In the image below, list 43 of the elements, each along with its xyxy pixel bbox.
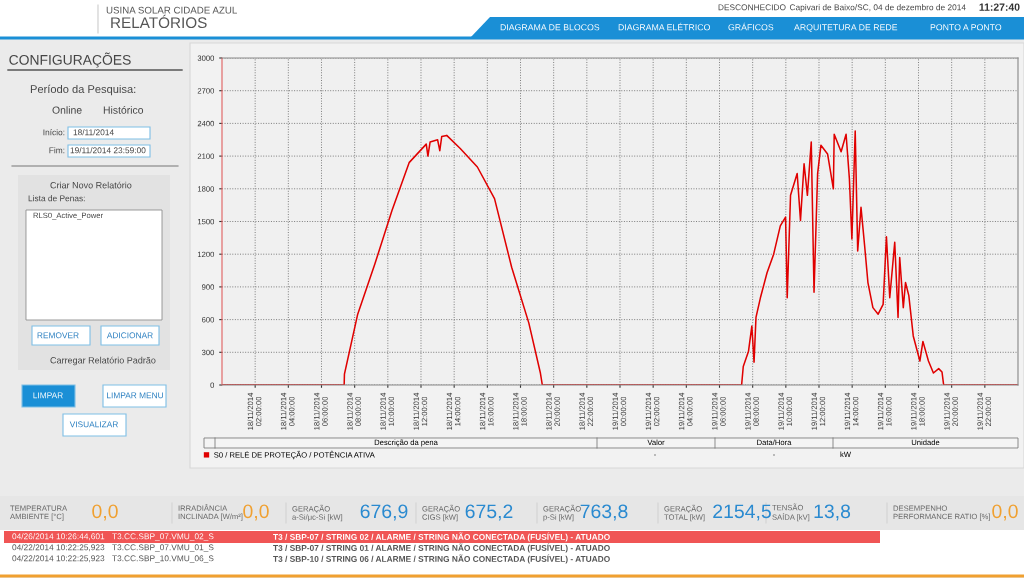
text: VISUALIZAR: [69, 421, 118, 428]
text: DIAGRAMA DE BLOCOS: [500, 24, 600, 31]
text: Online: [52, 106, 82, 114]
text: 04/22/2014 10:22:25,923: [12, 555, 105, 563]
text: Início:: [43, 129, 65, 136]
text: RELATÓRIOS: [111, 14, 207, 29]
text: LIMPAR MENU: [107, 392, 163, 399]
text: 11:27:40: [979, 3, 1020, 11]
text: T3 / SBP-07 / STRING 02 / ALARME / STRING NÃO CONECTADA (FUSÍVEL) - ATUADO: [273, 532, 610, 542]
text: 0,0: [243, 504, 269, 521]
text: DESCONHECIDO: [718, 4, 786, 11]
text: LIMPAR: [33, 392, 63, 399]
text: Período da Pesquisa:: [30, 84, 136, 96]
text: ADICIONAR: [106, 332, 153, 339]
text: 04/22/2014 10:22:25,923: [12, 544, 105, 552]
text: Histórico: [103, 106, 144, 114]
text: 04/26/2014 10:26:44,601: [12, 533, 105, 541]
text: 18/11/2014: [73, 129, 114, 136]
text: T3.CC.SBP_07.VMU_02_S: [112, 533, 214, 541]
text: 2154,5: [713, 504, 771, 521]
text: T3 / SBP-10 / STRING 06 / ALARME / STRING NÃO CONECTADA (FUSÍVEL) - ATUADO: [273, 554, 610, 564]
text: 675,2: [465, 504, 513, 521]
text: 19/11/2014 23:59:00: [70, 147, 146, 154]
text: 0,0: [992, 504, 1018, 521]
text: ARQUITETURA DE REDE: [794, 24, 898, 32]
text: T3 / SBP-07 / STRING 01 / ALARME / STRING NÃO CONECTADA (FUSÍVEL) - ATUADO: [273, 543, 610, 553]
text: Capivari de Baixo/SC, 04 de dezembro de 2014: [789, 4, 966, 12]
text: REMOVER: [37, 332, 79, 339]
text: GRÁFICOS: [728, 22, 774, 31]
text: T3.CC.SBP_07.VMU_01_S: [112, 544, 214, 552]
text: PONTO A PONTO: [930, 24, 1002, 31]
text: 763,8: [580, 504, 628, 521]
text: Carregar Relatório Padrão: [50, 356, 156, 366]
text: 13,8: [814, 504, 851, 521]
text: 676,9: [360, 504, 408, 521]
text: Fim:: [49, 147, 65, 154]
text: Lista de Penas:: [28, 195, 85, 202]
text: CONFIGURAÇÕES: [9, 52, 131, 68]
text: Criar Novo Relatório: [50, 181, 132, 189]
text: USINA SOLAR CIDADE AZUL: [106, 6, 237, 14]
text: 0,0: [92, 504, 118, 521]
text: T3.CC.SBP_10.VMU_06_S: [112, 555, 214, 563]
text: DIAGRAMA ELÉTRICO: [618, 22, 710, 31]
